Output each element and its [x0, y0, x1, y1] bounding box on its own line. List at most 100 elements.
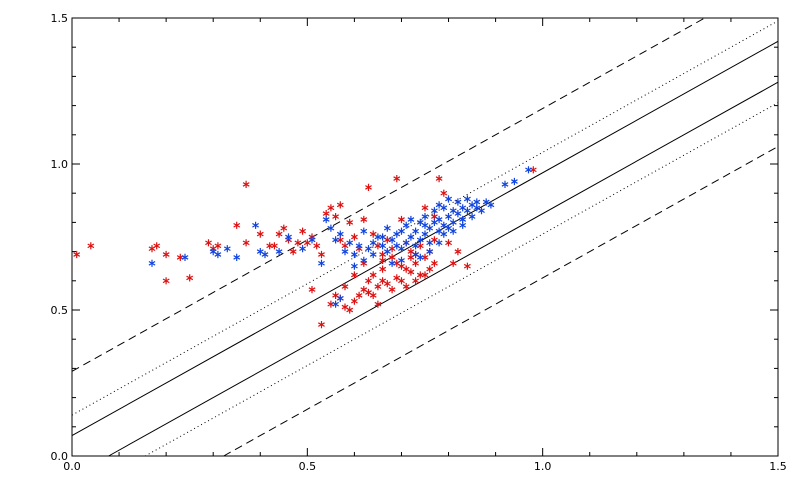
axis-ticks [71, 17, 779, 457]
data-point [374, 283, 382, 291]
data-point [473, 198, 481, 206]
data-point [346, 239, 354, 247]
data-point [303, 239, 311, 247]
data-point [365, 277, 372, 285]
data-point [350, 297, 358, 305]
data-point [421, 253, 429, 261]
data-point [369, 239, 377, 247]
data-point [407, 233, 415, 241]
data-point [383, 224, 391, 232]
data-point [525, 166, 532, 174]
data-point [181, 253, 189, 261]
data-point [214, 242, 222, 250]
x-axis-tick-labels: 0.0 0.5 1.0 1.5 [63, 460, 787, 473]
data-point [435, 215, 443, 224]
data-point [440, 230, 448, 238]
data-point [430, 207, 438, 215]
data-point [327, 300, 335, 308]
data-point [393, 242, 401, 250]
data-point [379, 265, 387, 273]
data-point [449, 218, 457, 226]
data-point [289, 248, 297, 256]
data-point [454, 210, 462, 218]
data-point [449, 227, 457, 235]
x-tick-label: 0.0 [63, 460, 81, 473]
data-point [332, 236, 340, 244]
data-point [416, 253, 424, 261]
data-point [332, 300, 340, 308]
data-point [308, 286, 316, 294]
data-point [398, 277, 405, 285]
data-point [468, 201, 476, 209]
data-point [360, 215, 368, 224]
data-point [393, 274, 401, 282]
data-point [341, 283, 349, 291]
data-point [355, 242, 363, 250]
data-point [435, 175, 443, 183]
data-point [407, 215, 415, 224]
data-point [374, 300, 382, 308]
data-point [252, 221, 259, 229]
data-point [393, 175, 401, 183]
data-point [402, 265, 410, 273]
data-point [478, 207, 485, 215]
data-point [501, 180, 509, 188]
data-point [280, 224, 288, 232]
data-point [266, 242, 274, 250]
data-point [426, 248, 434, 256]
data-point [242, 180, 250, 188]
data-point [421, 230, 429, 238]
data-point [162, 250, 170, 259]
data-point [388, 245, 396, 253]
data-point [426, 265, 434, 273]
data-point [449, 207, 457, 215]
data-point [426, 224, 434, 232]
reference-line-dotted [144, 102, 779, 457]
data-point [365, 183, 372, 191]
data-point [350, 262, 358, 270]
data-point [341, 303, 349, 311]
data-point [463, 262, 471, 270]
data-point [383, 280, 391, 288]
data-point [318, 250, 325, 259]
data-point [336, 230, 344, 238]
data-point [360, 286, 368, 294]
data-point [261, 250, 269, 259]
data-point [369, 250, 377, 259]
data-point [421, 204, 429, 212]
data-point [402, 239, 410, 247]
y-tick-label: 1.0 [51, 158, 69, 171]
data-point [214, 250, 222, 259]
data-point [327, 224, 335, 232]
data-point [369, 291, 377, 299]
data-point [412, 277, 420, 285]
data-point [440, 221, 448, 229]
data-point [148, 245, 156, 253]
data-point [487, 201, 495, 209]
data-point [412, 250, 420, 259]
data-point [350, 233, 358, 241]
data-point [275, 230, 283, 238]
data-point [299, 227, 307, 235]
data-point [313, 242, 321, 250]
data-point [445, 213, 452, 221]
data-point [393, 259, 401, 267]
data-point [299, 245, 307, 253]
data-point [459, 204, 467, 212]
data-point [322, 215, 330, 224]
data-point [332, 213, 340, 221]
data-point [398, 227, 405, 235]
y-tick-label: 1.5 [51, 12, 69, 25]
data-points [73, 166, 537, 329]
data-point [233, 253, 241, 261]
data-point [336, 294, 344, 302]
data-point [421, 213, 429, 221]
series-blue [148, 166, 532, 308]
data-point [256, 248, 264, 256]
data-point [205, 239, 212, 247]
data-point [275, 248, 283, 256]
data-point [463, 207, 471, 215]
data-point [454, 198, 462, 206]
data-point [383, 248, 391, 256]
